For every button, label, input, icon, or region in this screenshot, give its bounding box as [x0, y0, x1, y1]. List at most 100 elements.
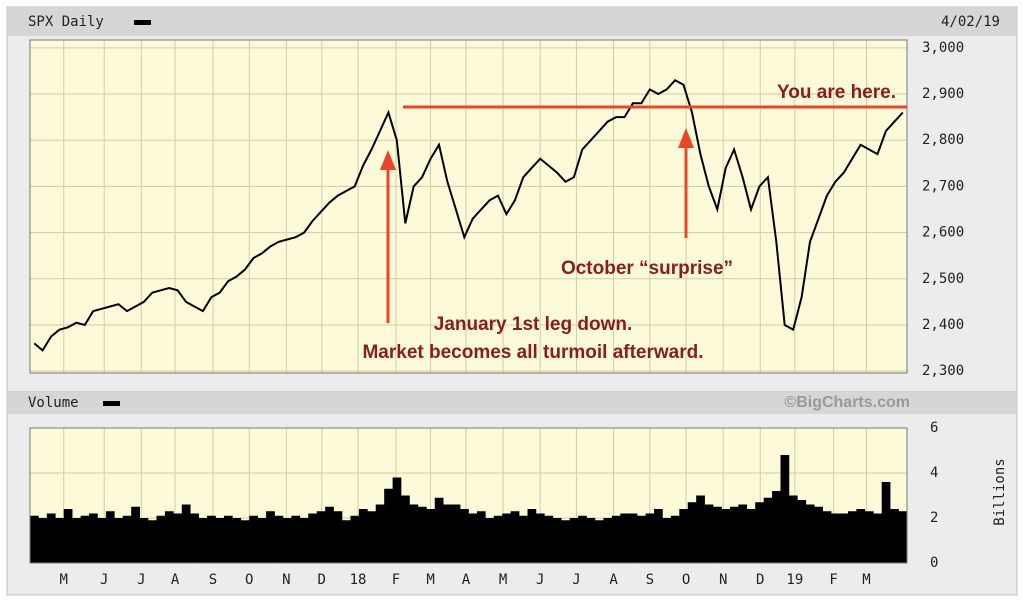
volume-bar — [696, 495, 705, 563]
y-tick-label: 4 — [930, 465, 938, 481]
volume-bar — [864, 511, 874, 563]
x-tick-label: F — [829, 572, 837, 588]
x-tick-label: N — [282, 572, 290, 588]
volume-bar — [316, 511, 326, 563]
y-tick-label: 2 — [930, 510, 938, 526]
volume-bar — [105, 511, 115, 563]
y-tick-label: 6 — [930, 420, 938, 436]
annotation: You are here. — [777, 82, 896, 103]
x-tick-label: M — [499, 572, 507, 588]
volume-bar — [173, 513, 183, 563]
x-tick-label: M — [60, 572, 68, 588]
volume-bar — [164, 511, 174, 563]
y-tick-label: 2,600 — [922, 225, 964, 241]
volume-bar — [746, 509, 756, 563]
volume-bar — [881, 482, 891, 563]
volume-bar — [63, 509, 73, 563]
volume-bar — [527, 509, 537, 563]
annotation: October “surprise” — [561, 258, 733, 279]
volume-bar — [847, 511, 857, 563]
volume-bar — [282, 518, 292, 563]
volume-bar — [468, 513, 478, 563]
volume-bar — [257, 518, 267, 563]
volume-bar — [148, 520, 157, 563]
volume-bar — [628, 513, 638, 563]
volume-bar — [763, 497, 773, 563]
annotation: Market becomes all turmoil afterward. — [362, 342, 703, 363]
x-tick-label: M — [426, 572, 434, 588]
volume-bar — [114, 518, 124, 563]
x-tick-label: S — [209, 572, 217, 588]
volume-bar — [46, 513, 56, 563]
x-tick-label: J — [100, 572, 108, 588]
price-line — [33, 78, 904, 352]
volume-bar — [409, 504, 419, 563]
volume-bar — [392, 477, 402, 563]
y-tick-label: 3,000 — [922, 40, 964, 56]
volume-bar — [788, 495, 798, 563]
volume-bar — [240, 520, 250, 563]
arrow-head — [380, 150, 396, 170]
volume-bar — [662, 518, 672, 563]
volume-bar — [485, 518, 495, 563]
x-tick-label: 18 — [350, 572, 367, 588]
volume-bar — [451, 504, 461, 563]
volume-bar — [856, 509, 866, 563]
date-label: 4/02/19 — [941, 14, 1000, 30]
x-tick-label: S — [646, 572, 654, 588]
volume-bar — [502, 513, 511, 563]
volume-bar — [519, 515, 528, 563]
volume-bar — [510, 511, 520, 563]
y-tick-label: 2,400 — [922, 317, 964, 333]
volume-bar — [333, 511, 343, 563]
volume-bar — [308, 513, 318, 563]
volume-bar — [181, 504, 191, 563]
y-tick-label: 0 — [930, 555, 938, 571]
volume-bar — [122, 515, 132, 563]
volume-bar — [611, 515, 621, 563]
volume-bar — [139, 518, 149, 563]
volume-bar — [80, 515, 90, 563]
volume-bar — [586, 518, 596, 563]
volume-bar — [156, 515, 166, 563]
arrow-head — [678, 128, 694, 148]
plot-border — [29, 427, 908, 564]
volume-bar — [831, 513, 840, 563]
x-tick-label: J — [572, 572, 580, 588]
volume-bar — [198, 518, 208, 563]
volume-bar — [594, 520, 604, 563]
volume-bar — [578, 515, 587, 563]
annotation: January 1st leg down. — [434, 314, 633, 335]
volume-bar — [350, 515, 360, 563]
volume-bar — [552, 518, 562, 563]
volume-bar — [274, 515, 284, 563]
y-tick-label: 2,500 — [922, 271, 964, 287]
volume-bar — [358, 509, 368, 563]
x-tick-label: O — [245, 572, 253, 588]
x-tick-label: J — [137, 572, 145, 588]
volume-bar — [679, 509, 689, 563]
volume-bar — [569, 518, 579, 563]
volume-bar — [384, 488, 393, 563]
x-tick-label: 19 — [786, 572, 803, 588]
volume-bar — [401, 495, 410, 563]
volume-bar — [873, 513, 883, 563]
volume-bar — [215, 518, 225, 563]
volume-header — [8, 391, 1016, 414]
volume-bar — [223, 515, 233, 563]
x-tick-label: A — [462, 572, 471, 588]
volume-bar — [805, 504, 815, 563]
volume-bar — [190, 513, 199, 563]
legend-swatch — [103, 401, 120, 406]
volume-bar — [131, 506, 140, 563]
volume-bar — [645, 513, 655, 563]
volume-bar — [721, 509, 731, 563]
volume-bar — [426, 509, 436, 563]
price-title: SPX Daily — [28, 14, 104, 30]
volume-bar — [443, 504, 452, 563]
volume-bar — [898, 511, 908, 563]
volume-bar — [367, 511, 377, 563]
source-label: ©BigCharts.com — [784, 394, 910, 411]
volume-bar — [755, 502, 764, 563]
volume-title: Volume — [28, 395, 79, 411]
